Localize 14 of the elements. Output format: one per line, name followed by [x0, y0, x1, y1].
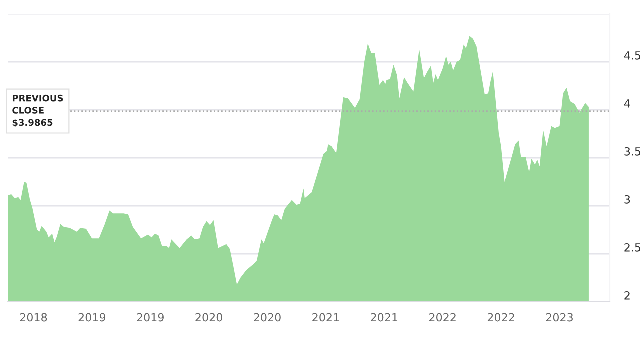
y-tick-label: 4 — [624, 100, 630, 108]
ref-line-label: PREVIOUS CLOSE $3.9865 — [12, 94, 64, 128]
x-tick-label: 2022 — [430, 313, 456, 322]
x-tick-label: 2021 — [312, 313, 340, 322]
x-tick-label: 2022 — [488, 313, 514, 322]
y-tick-label: 2 — [624, 291, 630, 300]
x-tick-label: 2021 — [371, 313, 398, 322]
x-tick-label: 2023 — [546, 313, 573, 322]
x-tick-label: 2019 — [137, 313, 164, 322]
x-tick-label: 2019 — [78, 313, 106, 322]
x-tick-label: 2018 — [20, 313, 48, 322]
x-tick-label: 2020 — [196, 313, 222, 322]
y-tick-label: 3 — [624, 195, 630, 204]
x-tick-label: 2020 — [254, 313, 281, 322]
